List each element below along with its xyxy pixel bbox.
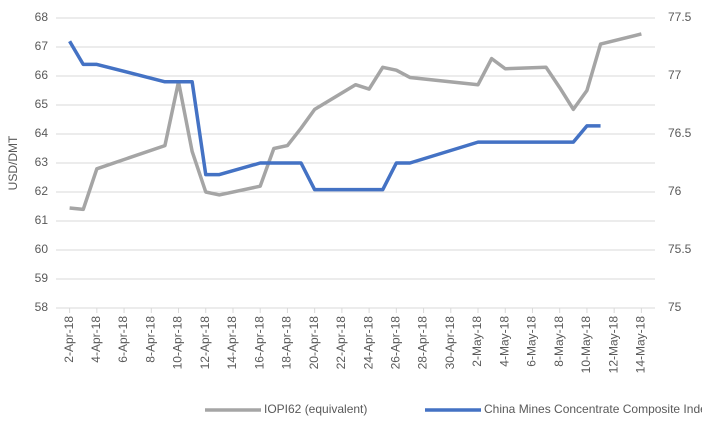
y-tick-label: 66	[35, 68, 49, 82]
x-tick-label: 6-May-18	[525, 316, 539, 367]
y-axis-label: USD/DMT	[6, 135, 20, 190]
x-tick-label: 22-Apr-18	[334, 316, 348, 370]
x-tick-label: 2-Apr-18	[62, 316, 76, 363]
y-tick-label: 59	[35, 271, 49, 285]
x-tick-label: 14-Apr-18	[225, 316, 239, 370]
x-tick-label: 8-Apr-18	[143, 316, 157, 363]
y-tick-label: 58	[35, 300, 49, 314]
series-line	[68, 40, 601, 192]
y2-tick-label: 75.5	[668, 242, 692, 256]
legend-label: China Mines Concentrate Composite Index …	[484, 402, 702, 416]
y-tick-label: 60	[35, 242, 49, 256]
x-tick-label: 8-May-18	[552, 316, 566, 367]
x-tick-label: 4-Apr-18	[89, 316, 103, 363]
y-tick-label: 65	[35, 97, 49, 111]
y-tick-label: 64	[35, 126, 49, 140]
y2-tick-label: 76	[668, 184, 682, 198]
x-tick-label: 24-Apr-18	[361, 316, 375, 370]
y-tick-label: 61	[35, 213, 49, 227]
x-tick-label: 28-Apr-18	[416, 316, 430, 370]
x-tick-label: 14-May-18	[634, 316, 648, 374]
y-tick-label: 68	[35, 10, 49, 24]
y2-tick-label: 77	[668, 68, 682, 82]
x-tick-label: 4-May-18	[497, 316, 511, 367]
x-tick-label: 12-May-18	[606, 316, 620, 374]
x-tick-label: 26-Apr-18	[389, 316, 403, 370]
x-tick-label: 10-May-18	[579, 316, 593, 374]
y-tick-label: 67	[35, 39, 49, 53]
y2-tick-label: 75	[668, 300, 682, 314]
x-tick-label: 30-Apr-18	[443, 316, 457, 370]
x-tick-label: 12-Apr-18	[198, 316, 212, 370]
y2-tick-label: 76.5	[668, 126, 692, 140]
x-tick-label: 20-Apr-18	[307, 316, 321, 370]
x-tick-label: 16-Apr-18	[252, 316, 266, 370]
y2-tick-label: 77.5	[668, 10, 692, 24]
y-tick-label: 63	[35, 155, 49, 169]
legend-label: IOPI62 (equivalent)	[264, 402, 367, 416]
x-tick-label: 6-Apr-18	[116, 316, 130, 363]
x-tick-label: 18-Apr-18	[280, 316, 294, 370]
series-line	[69, 32, 642, 212]
y-tick-label: 62	[35, 184, 49, 198]
x-tick-label: 10-Apr-18	[171, 316, 185, 370]
x-tick-label: 2-May-18	[470, 316, 484, 367]
